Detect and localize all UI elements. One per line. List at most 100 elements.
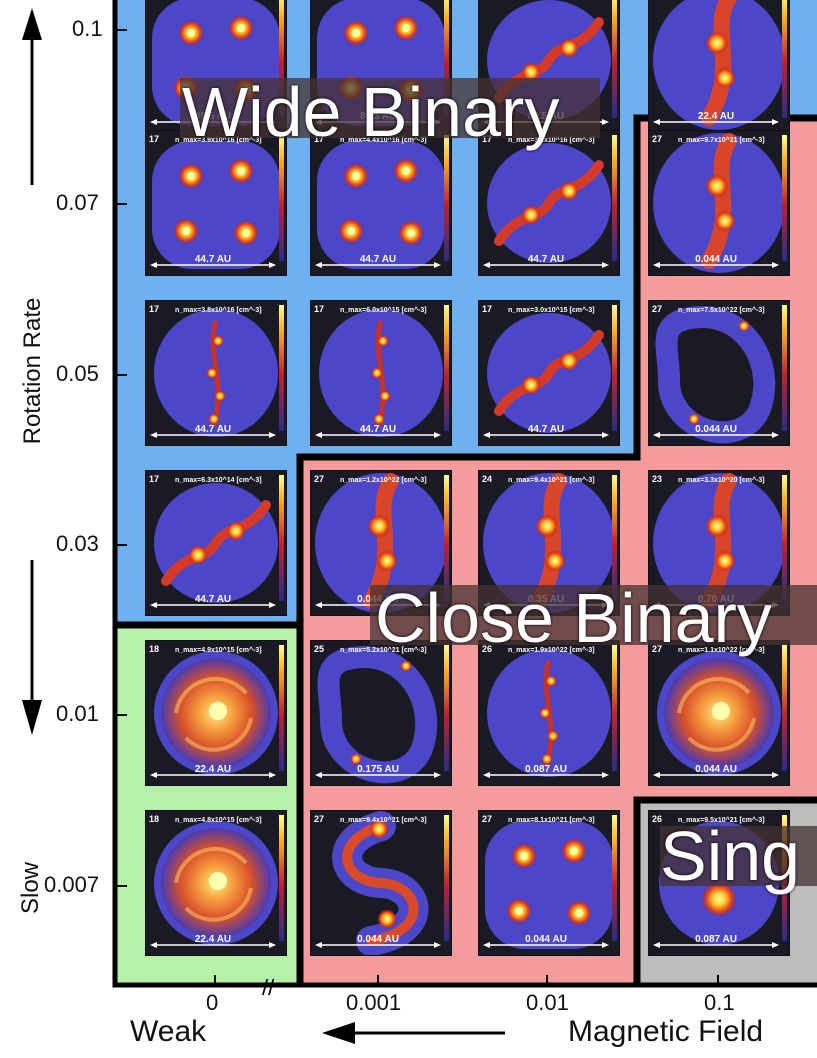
scale-label: 0.044 AU: [695, 424, 737, 435]
scale-label: 44.7 AU: [195, 594, 231, 605]
scale-arrow-right-icon: [434, 432, 441, 438]
axis-break-icon: //: [262, 975, 275, 1000]
scale-arrow-left-icon: [315, 262, 322, 268]
single-label: Sing: [660, 817, 801, 895]
colorbar: [279, 305, 284, 431]
scale-arrow-right-icon: [269, 772, 276, 778]
panel-level: 17: [149, 134, 159, 144]
fragment-core: [373, 413, 385, 425]
scale-arrow-right-icon: [269, 942, 276, 948]
colorbar: [279, 0, 284, 118]
filament: [375, 320, 386, 427]
colorbar: [444, 645, 449, 771]
fragment-core: [521, 205, 541, 225]
panel-nmax: n_max=4.9x10^15 [cm^-3]: [175, 646, 262, 654]
plot-frame: [112, 0, 817, 988]
scale-arrow-left-icon: [150, 119, 157, 125]
colorbar: [782, 645, 787, 771]
up-arrow-icon: [22, 8, 42, 40]
fragment-peak: [182, 227, 190, 235]
scale-arrow-left-icon: [315, 942, 322, 948]
fragment-peak: [402, 167, 410, 175]
fragment-core: [208, 413, 220, 425]
wide-binary-label-bg: [180, 78, 600, 138]
simulation-panel: 44.7 AU 17 n_max=3.8x10^16 [cm^-3]: [145, 300, 287, 446]
y-tick-label: 0.03: [56, 531, 99, 556]
panel-level: 27: [652, 304, 662, 314]
scale-label: 22.4 AU: [195, 934, 231, 945]
colorbar: [444, 0, 449, 118]
panel-level: 27: [314, 814, 324, 824]
fragment-core: [545, 675, 557, 687]
panel-level: 17: [149, 474, 159, 484]
simulation-panel: 44.7 AU 17 n_max=3.0x10^15 [cm^-3]: [478, 300, 620, 446]
panel-level: 27: [652, 134, 662, 144]
fragment-core: [738, 320, 750, 332]
left-arrow-icon: [322, 1022, 355, 1044]
fragment-core: [367, 514, 391, 538]
panel-level: 18: [149, 814, 159, 824]
ring-structure: [317, 646, 438, 784]
scale-label: 0.044 AU: [695, 764, 737, 775]
panel-level: 27: [652, 644, 662, 654]
fragment-core: [535, 514, 559, 538]
simulation-panel: 22.4 AU 18 n_max=4.9x10^15 [cm^-3]: [145, 640, 287, 786]
scale-label: 44.7 AU: [195, 254, 231, 265]
scale-arrow-left-icon: [150, 772, 157, 778]
panel-nmax: n_max=4.8x10^15 [cm^-3]: [175, 816, 262, 824]
panel-nmax: n_max=3.0x10^15 [cm^-3]: [508, 306, 595, 314]
fragment-core: [539, 707, 551, 719]
colorbar: [279, 815, 284, 941]
spiral-arm: [494, 160, 604, 246]
fragment-core: [377, 335, 389, 347]
panel-level: 18: [149, 644, 159, 654]
scale-arrow-right-icon: [434, 772, 441, 778]
close-binary-label: Close Binary: [375, 579, 772, 657]
scale-arrow-right-icon: [772, 772, 779, 778]
simulation-panel: 0.044 AU 27 n_max=9.7x10^21 [cm^-3]: [648, 130, 790, 276]
scale-arrow-left-icon: [315, 602, 322, 608]
fragment-core: [226, 521, 246, 541]
y-tick-label: 0.01: [56, 701, 99, 726]
protostar: [712, 702, 730, 720]
scale-arrow-right-icon: [772, 119, 779, 125]
colorbar: [612, 305, 617, 431]
panel-level: 17: [482, 304, 492, 314]
x-axis-title: Magnetic Field: [568, 1015, 764, 1048]
x-tick-label: 0.01: [526, 990, 569, 1015]
spiral-arm: [161, 500, 271, 586]
scale-arrow-right-icon: [602, 432, 609, 438]
protostar: [209, 702, 227, 720]
scale-arrow-left-icon: [150, 262, 157, 268]
fragment-peak: [407, 229, 415, 237]
single-label-bg: [660, 826, 817, 886]
colorbar: [444, 305, 449, 431]
scale-arrow-left-icon: [150, 602, 157, 608]
scale-arrow-right-icon: [772, 262, 779, 268]
fragment-core: [188, 545, 208, 565]
scale-arrow-left-icon: [150, 942, 157, 948]
spiral-arm: [494, 330, 604, 416]
panel-nmax: n_max=1.9x10^22 [cm^-3]: [508, 646, 595, 654]
scale-arrow-right-icon: [602, 119, 609, 125]
scale-label: 22.4 AU: [698, 111, 734, 122]
scale-label: 0.087 AU: [525, 764, 567, 775]
wide-binary-label: Wide Binary: [182, 73, 560, 151]
fragment-peak: [242, 229, 250, 237]
colorbar: [612, 135, 617, 261]
panel-level: 17: [482, 134, 492, 144]
simulation-panel: 44.7 AU 17 n_max=4.4x10^16 [cm^-3]: [310, 130, 452, 276]
scale-arrow-left-icon: [150, 432, 157, 438]
fragment-core: [206, 367, 218, 379]
colorbar: [444, 475, 449, 601]
fragment-core: [714, 550, 736, 572]
panel-nmax: n_max=1.2x10^22 [cm^-3]: [340, 476, 427, 484]
scale-label: 0.087 AU: [695, 934, 737, 945]
simulation-panel: 0.044 AU 27 n_max=9.4x10^21 [cm^-3]: [310, 810, 452, 956]
fragment-core: [379, 390, 391, 402]
fragment-peak: [237, 24, 245, 32]
fragment-core: [377, 909, 397, 929]
x-weak-label: Weak: [130, 1015, 207, 1048]
fragment-core: [559, 351, 579, 371]
envelope: [485, 821, 613, 949]
